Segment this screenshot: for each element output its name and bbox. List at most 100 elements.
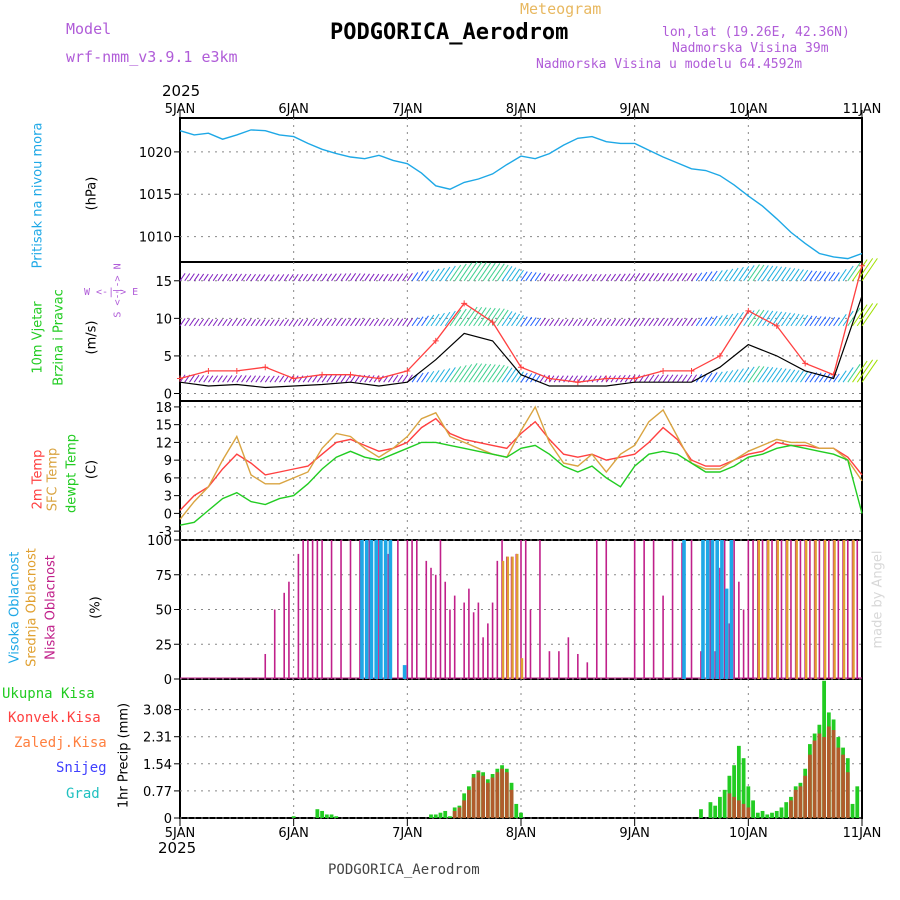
wind-barb <box>563 375 569 383</box>
precip-total-bar <box>713 805 718 818</box>
ytick-label: 75 <box>155 569 172 584</box>
xtick-label-bottom: 5JAN <box>165 826 196 841</box>
wind-barb <box>397 374 404 383</box>
wind-barb <box>610 318 617 327</box>
wind-gust-point <box>290 375 297 382</box>
wind-barb <box>795 269 804 282</box>
precip-total-bar <box>315 809 320 818</box>
precip-legend-snow: Snijeg <box>56 760 107 776</box>
ytick-label: 0.77 <box>143 785 172 800</box>
wind-barb <box>501 311 513 327</box>
wind-barb <box>790 370 800 383</box>
wind-barb <box>804 371 813 383</box>
wind-barb <box>274 319 280 327</box>
wind-barb <box>804 315 813 327</box>
wind-barb <box>387 273 394 282</box>
wind-barb <box>624 273 631 282</box>
wind-barb <box>861 258 878 282</box>
wind-barb <box>672 273 679 282</box>
wind-barb <box>359 318 366 327</box>
wind-barb <box>473 262 487 282</box>
wind-barb <box>425 314 435 327</box>
precip-total-bar <box>850 803 855 818</box>
wind-barb <box>653 374 660 383</box>
station-coords: lon,lat (19.26E, 42.36N) <box>662 25 850 40</box>
wind-barb <box>307 318 313 327</box>
wind-barb <box>719 370 728 383</box>
precip-conv-bar <box>485 782 490 818</box>
wind-barb <box>226 375 233 383</box>
wind-barb <box>638 273 645 282</box>
wind-barb <box>492 308 505 327</box>
wind-barb <box>459 364 473 383</box>
wind-barb <box>662 273 669 282</box>
xtick-label-bottom: 6JAN <box>278 826 309 841</box>
wind-barb <box>710 270 718 282</box>
wind-barb <box>231 375 238 383</box>
wind-gust-point <box>631 375 638 382</box>
wind-barb <box>411 317 419 327</box>
ytick-label: 15 <box>155 275 172 290</box>
wind-barb <box>558 375 564 383</box>
wind-barb <box>406 273 413 282</box>
ytick-label: 2.31 <box>143 731 172 746</box>
year-label-bottom: 2025 <box>158 839 197 857</box>
wind-barb <box>364 318 370 327</box>
wind-barb <box>444 310 456 327</box>
wind-barb <box>672 318 679 327</box>
wind-barb <box>312 375 318 383</box>
wind-barb <box>814 271 822 282</box>
wind-barb <box>245 318 252 327</box>
wind-barb <box>629 318 636 327</box>
wind-barb <box>468 306 483 327</box>
wind-barb <box>601 273 607 282</box>
ytick-label: 1020 <box>139 146 172 161</box>
wind-barb <box>662 318 669 327</box>
wind-barb <box>591 375 597 383</box>
wind-barb <box>728 369 739 383</box>
wind-barb <box>449 309 462 327</box>
wind-barb <box>454 263 467 282</box>
wind-barb <box>586 273 593 282</box>
wind-barb <box>511 268 521 282</box>
wind-barb <box>264 319 270 327</box>
wind-barb <box>856 258 874 282</box>
wind-barb <box>781 312 791 327</box>
precip-conv-bar <box>452 810 457 818</box>
ytick-label: 1015 <box>139 188 172 203</box>
wind-barb <box>241 273 247 282</box>
wind-barb <box>634 273 641 282</box>
wind-barb <box>203 318 209 327</box>
wind-barb <box>387 318 394 327</box>
wind-barb <box>818 372 827 383</box>
wind-barb <box>331 318 337 327</box>
wind-barb <box>369 273 375 282</box>
wind-barb <box>364 374 370 383</box>
wind-barb <box>297 273 304 282</box>
wind-barb <box>790 313 800 327</box>
xtick-label-top: 5JAN <box>165 102 196 117</box>
wind-barb <box>335 374 342 383</box>
wind-barb <box>823 316 831 327</box>
wind-barb <box>620 318 626 327</box>
precip-total-bar <box>779 807 784 818</box>
wind-barb <box>189 374 195 383</box>
ytick-label: 0 <box>164 812 172 827</box>
precip-conv-bar <box>812 740 817 818</box>
xtick-label-top: 9JAN <box>619 102 650 117</box>
wind-barb <box>700 316 708 327</box>
ytick-label: 1.54 <box>143 758 172 773</box>
wind-barb <box>241 318 247 327</box>
wind-barb <box>269 274 275 282</box>
xtick-label-top: 6JAN <box>278 102 309 117</box>
wind-barb <box>260 274 266 282</box>
wind-barb <box>681 374 688 383</box>
wind-barb <box>672 374 679 383</box>
wind-barb <box>823 373 831 383</box>
wind-barb <box>416 372 424 383</box>
precip-conv-bar <box>793 789 798 818</box>
wind-barb <box>544 273 550 282</box>
wind-barb <box>800 371 809 383</box>
wind-barb <box>193 273 200 282</box>
wind-barb <box>648 318 655 327</box>
